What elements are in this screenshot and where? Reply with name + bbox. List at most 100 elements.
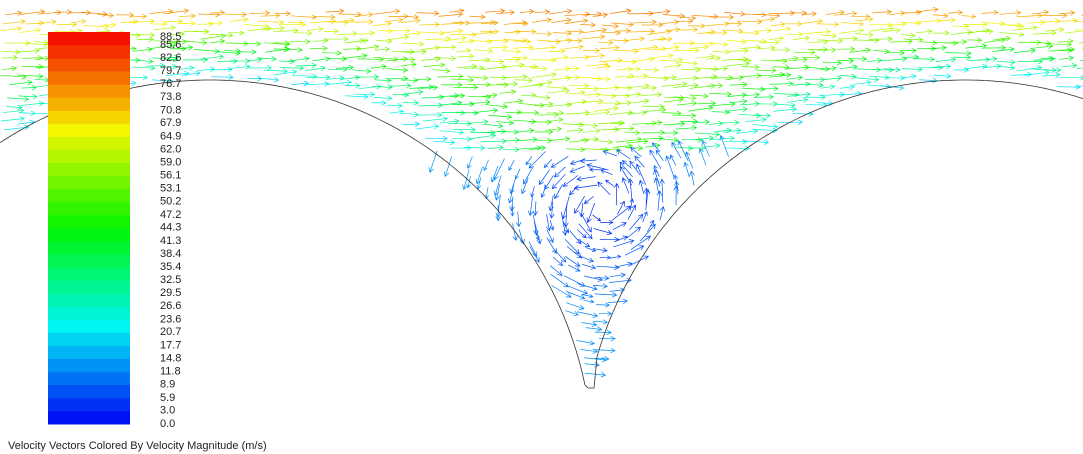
vector xyxy=(1060,47,1076,53)
vector xyxy=(583,91,602,98)
vector xyxy=(869,25,895,32)
vector xyxy=(356,44,380,50)
vector xyxy=(725,106,748,112)
colorbar-tick-label: 59.0 xyxy=(160,157,181,169)
vector xyxy=(745,117,767,123)
vector xyxy=(6,104,23,111)
colorbar-tick-label: 20.7 xyxy=(160,326,181,338)
vector xyxy=(353,38,369,44)
vector xyxy=(503,37,528,44)
colorbar-tick-label: 32.5 xyxy=(160,274,181,286)
vector xyxy=(770,21,786,28)
vector xyxy=(675,47,700,54)
vector xyxy=(837,46,856,52)
vector xyxy=(401,18,421,24)
colorbar-tick-label: 88.5 xyxy=(160,31,181,43)
vector xyxy=(854,32,874,38)
vector xyxy=(771,47,791,53)
vector xyxy=(673,60,698,66)
vector xyxy=(996,59,1016,65)
vector xyxy=(439,28,464,34)
vector xyxy=(584,356,607,363)
vector xyxy=(655,149,664,161)
vector xyxy=(273,46,290,53)
vector xyxy=(550,155,569,168)
vector xyxy=(457,53,475,60)
colorbar-tick-label: 11.8 xyxy=(160,366,181,378)
vector xyxy=(518,63,539,70)
vector xyxy=(596,64,612,70)
colorbar-band xyxy=(48,97,130,111)
vector xyxy=(228,30,245,36)
colorbar-band xyxy=(48,253,130,268)
vector xyxy=(178,13,196,19)
vector xyxy=(502,74,528,80)
vector xyxy=(583,196,594,204)
colorbar-tick-label: 38.4 xyxy=(160,248,181,260)
colorbar-tick-label: 73.8 xyxy=(160,91,181,103)
vector xyxy=(20,9,46,15)
vector xyxy=(0,116,25,122)
vector xyxy=(993,35,1011,42)
vector xyxy=(640,91,663,98)
vector xyxy=(480,28,500,35)
vector xyxy=(598,57,623,64)
vector xyxy=(594,292,618,298)
vector xyxy=(616,59,637,65)
vector xyxy=(452,136,473,142)
vector xyxy=(709,91,732,97)
vector xyxy=(22,55,44,61)
vector xyxy=(929,45,948,51)
vector xyxy=(484,8,506,14)
vector xyxy=(833,10,858,17)
vector xyxy=(582,47,601,54)
vector xyxy=(547,88,570,94)
vector xyxy=(588,167,601,172)
vector xyxy=(629,198,635,211)
colorbar-tick-label: 8.9 xyxy=(160,378,175,390)
vector xyxy=(803,54,821,61)
vector xyxy=(6,96,30,102)
vector xyxy=(305,65,326,72)
colorbar-tick-label: 26.6 xyxy=(160,300,181,312)
vector xyxy=(462,169,470,191)
colorbar-tick-label: 29.5 xyxy=(160,287,181,299)
vector xyxy=(262,25,285,32)
vector xyxy=(538,169,550,186)
vector xyxy=(900,9,922,16)
vector xyxy=(552,256,564,267)
vector xyxy=(698,147,707,166)
vector xyxy=(625,245,645,256)
colorbar-band xyxy=(48,201,130,216)
vector xyxy=(627,204,637,220)
vector xyxy=(470,133,497,139)
vector xyxy=(257,19,285,26)
vector xyxy=(586,163,609,171)
vector xyxy=(738,112,762,119)
vector xyxy=(690,40,714,47)
vector xyxy=(758,16,776,22)
vector xyxy=(549,55,569,61)
vector xyxy=(564,37,583,44)
vector xyxy=(872,67,894,73)
vector xyxy=(713,49,731,55)
vector xyxy=(9,79,33,86)
vector xyxy=(1031,9,1050,16)
vector xyxy=(519,137,538,143)
vector xyxy=(440,82,463,88)
vector xyxy=(706,21,730,27)
vector xyxy=(918,64,944,71)
vector xyxy=(483,159,489,172)
vector xyxy=(565,256,581,267)
vector xyxy=(400,57,416,63)
vector xyxy=(594,139,614,145)
vector xyxy=(594,329,612,336)
vector xyxy=(518,82,544,88)
vector xyxy=(449,8,465,14)
vector xyxy=(131,32,156,38)
vector xyxy=(180,70,201,77)
vector xyxy=(185,39,208,46)
vector xyxy=(566,290,586,300)
vector xyxy=(787,91,811,98)
colorbar-tick-label: 76.7 xyxy=(160,78,181,90)
